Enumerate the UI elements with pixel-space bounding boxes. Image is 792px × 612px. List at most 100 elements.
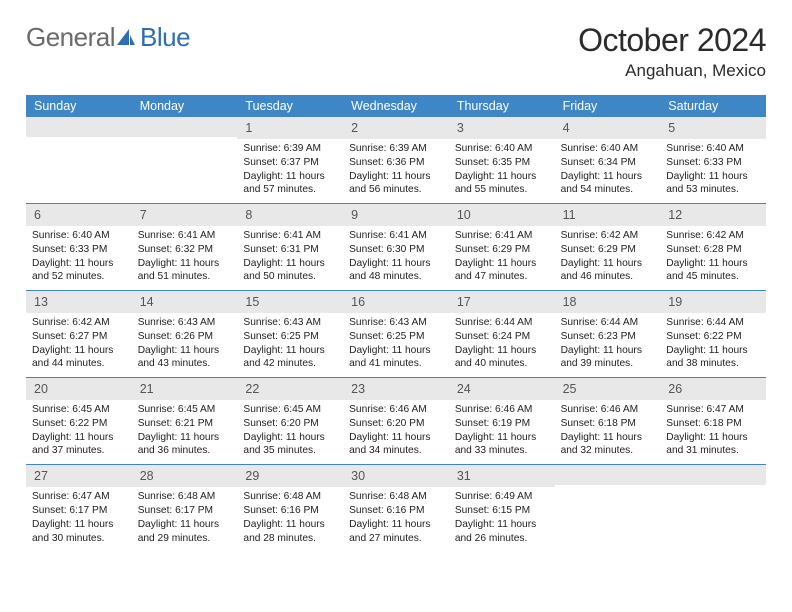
day-cell: 11 Sunrise: 6:42 AMSunset: 6:29 PMDayligh…: [555, 204, 661, 290]
day-number: 24: [457, 382, 471, 396]
day-cell: 4Sunrise: 6:40 AMSunset: 6:34 PMDaylight…: [555, 117, 661, 203]
day-number: 13: [34, 295, 48, 309]
day-number-bar: 10: [449, 204, 555, 226]
day-details: Sunrise: 6:46 AMSunset: 6:19 PMDaylight:…: [449, 400, 555, 464]
day-number-bar: 13: [26, 291, 132, 313]
day-number: 12: [668, 208, 682, 222]
day-number-bar: 1: [237, 117, 343, 139]
day-number: 5: [668, 121, 675, 135]
day-cell: 2Sunrise: 6:39 AMSunset: 6:36 PMDaylight…: [343, 117, 449, 203]
day-number: 29: [245, 469, 259, 483]
day-number: 3: [457, 121, 464, 135]
day-cell: 24 Sunrise: 6:46 AMSunset: 6:19 PMDayligh…: [449, 378, 555, 464]
brand-sail-icon: [115, 27, 137, 49]
day-number-bar: 16: [343, 291, 449, 313]
day-cell: 1 Sunrise: 6:39 AMSunset: 6:37 PMDaylight…: [237, 117, 343, 203]
day-details: Sunrise: 6:44 AMSunset: 6:23 PMDaylight:…: [555, 313, 661, 377]
day-cell: 23 Sunrise: 6:46 AMSunset: 6:20 PMDayligh…: [343, 378, 449, 464]
day-cell: [26, 117, 132, 203]
day-details: Sunrise: 6:43 AMSunset: 6:26 PMDaylight:…: [132, 313, 238, 377]
day-details: Sunrise: 6:45 AMSunset: 6:21 PMDaylight:…: [132, 400, 238, 464]
day-number-bar: 3: [449, 117, 555, 139]
day-cell: [132, 117, 238, 203]
day-details: Sunrise: 6:39 AMSunset: 6:37 PMDaylight:…: [237, 139, 343, 203]
day-number: 11: [563, 208, 576, 222]
day-of-week-header: Monday: [132, 95, 238, 117]
day-details: Sunrise: 6:44 AMSunset: 6:22 PMDaylight:…: [660, 313, 766, 377]
day-number: 25: [563, 382, 577, 396]
day-cell: 14 Sunrise: 6:43 AMSunset: 6:26 PMDayligh…: [132, 291, 238, 377]
day-number-bar: 25: [555, 378, 661, 400]
day-details: Sunrise: 6:42 AMSunset: 6:27 PMDaylight:…: [26, 313, 132, 377]
day-details: Sunrise: 6:40 AMSunset: 6:33 PMDaylight:…: [660, 139, 766, 203]
calendar-page: General Blue October 2024 Angahuan, Mexi…: [0, 0, 792, 569]
day-number-bar: 30: [343, 465, 449, 487]
day-cell: 7Sunrise: 6:41 AMSunset: 6:32 PMDaylight…: [132, 204, 238, 290]
day-details: Sunrise: 6:42 AMSunset: 6:29 PMDaylight:…: [555, 226, 661, 290]
day-number-bar: 5: [660, 117, 766, 139]
title-block: October 2024 Angahuan, Mexico: [578, 22, 766, 81]
day-cell: 25 Sunrise: 6:46 AMSunset: 6:18 PMDayligh…: [555, 378, 661, 464]
day-details: Sunrise: 6:45 AMSunset: 6:22 PMDaylight:…: [26, 400, 132, 464]
day-cell: 5 Sunrise: 6:40 AMSunset: 6:33 PMDaylight…: [660, 117, 766, 203]
day-details: Sunrise: 6:46 AMSunset: 6:20 PMDaylight:…: [343, 400, 449, 464]
brand-logo: General Blue: [26, 22, 190, 53]
week-row: 6Sunrise: 6:40 AMSunset: 6:33 PMDaylight…: [26, 204, 766, 291]
day-of-week-header: Wednesday: [343, 95, 449, 117]
day-details: Sunrise: 6:40 AMSunset: 6:34 PMDaylight:…: [555, 139, 661, 203]
day-cell: 9 Sunrise: 6:41 AMSunset: 6:30 PMDaylight…: [343, 204, 449, 290]
day-number-bar: 15: [237, 291, 343, 313]
month-title: October 2024: [578, 22, 766, 59]
location-text: Angahuan, Mexico: [578, 61, 766, 81]
day-number: 23: [351, 382, 365, 396]
day-number-bar: 17: [449, 291, 555, 313]
day-cell: 31Sunrise: 6:49 AMSunset: 6:15 PMDayligh…: [449, 465, 555, 551]
day-of-week-header: Tuesday: [237, 95, 343, 117]
day-number: 16: [351, 295, 365, 309]
day-number: 21: [140, 382, 154, 396]
day-number: 1: [245, 121, 252, 135]
day-number-bar: [26, 117, 132, 137]
day-number-bar: 4: [555, 117, 661, 139]
day-number: 7: [140, 208, 147, 222]
day-number: 9: [351, 208, 358, 222]
day-number: 20: [34, 382, 48, 396]
day-number: 30: [351, 469, 365, 483]
day-number: 27: [34, 469, 48, 483]
day-number-bar: 31: [449, 465, 555, 487]
day-number: 19: [668, 295, 682, 309]
day-number-bar: 12: [660, 204, 766, 226]
day-number: 8: [245, 208, 252, 222]
day-cell: 28Sunrise: 6:48 AMSunset: 6:17 PMDayligh…: [132, 465, 238, 551]
day-number-bar: 23: [343, 378, 449, 400]
brand-word-1: General: [26, 22, 115, 53]
day-number: 22: [245, 382, 259, 396]
day-number: 14: [140, 295, 154, 309]
day-of-week-header: Friday: [555, 95, 661, 117]
day-details: Sunrise: 6:48 AMSunset: 6:17 PMDaylight:…: [132, 487, 238, 551]
day-cell: [660, 465, 766, 551]
day-cell: 3 Sunrise: 6:40 AMSunset: 6:35 PMDaylight…: [449, 117, 555, 203]
day-number-bar: 28: [132, 465, 238, 487]
day-number-bar: 8: [237, 204, 343, 226]
day-details: Sunrise: 6:46 AMSunset: 6:18 PMDaylight:…: [555, 400, 661, 464]
day-details: Sunrise: 6:42 AMSunset: 6:28 PMDaylight:…: [660, 226, 766, 290]
day-details: Sunrise: 6:43 AMSunset: 6:25 PMDaylight:…: [343, 313, 449, 377]
day-cell: 22Sunrise: 6:45 AMSunset: 6:20 PMDayligh…: [237, 378, 343, 464]
day-of-week-header-row: SundayMondayTuesdayWednesdayThursdayFrid…: [26, 95, 766, 117]
day-number: 6: [34, 208, 41, 222]
day-details: Sunrise: 6:40 AMSunset: 6:35 PMDaylight:…: [449, 139, 555, 203]
day-details: Sunrise: 6:41 AMSunset: 6:30 PMDaylight:…: [343, 226, 449, 290]
day-number-bar: 14: [132, 291, 238, 313]
day-cell: 12 Sunrise: 6:42 AMSunset: 6:28 PMDayligh…: [660, 204, 766, 290]
day-details: Sunrise: 6:39 AMSunset: 6:36 PMDaylight:…: [343, 139, 449, 203]
day-number-bar: 26: [660, 378, 766, 400]
day-of-week-header: Thursday: [449, 95, 555, 117]
day-details: Sunrise: 6:44 AMSunset: 6:24 PMDaylight:…: [449, 313, 555, 377]
day-number: 10: [457, 208, 471, 222]
day-cell: 21 Sunrise: 6:45 AMSunset: 6:21 PMDayligh…: [132, 378, 238, 464]
day-cell: 10Sunrise: 6:41 AMSunset: 6:29 PMDayligh…: [449, 204, 555, 290]
day-cell: 20 Sunrise: 6:45 AMSunset: 6:22 PMDayligh…: [26, 378, 132, 464]
day-details: Sunrise: 6:43 AMSunset: 6:25 PMDaylight:…: [237, 313, 343, 377]
calendar-grid: SundayMondayTuesdayWednesdayThursdayFrid…: [26, 95, 766, 551]
